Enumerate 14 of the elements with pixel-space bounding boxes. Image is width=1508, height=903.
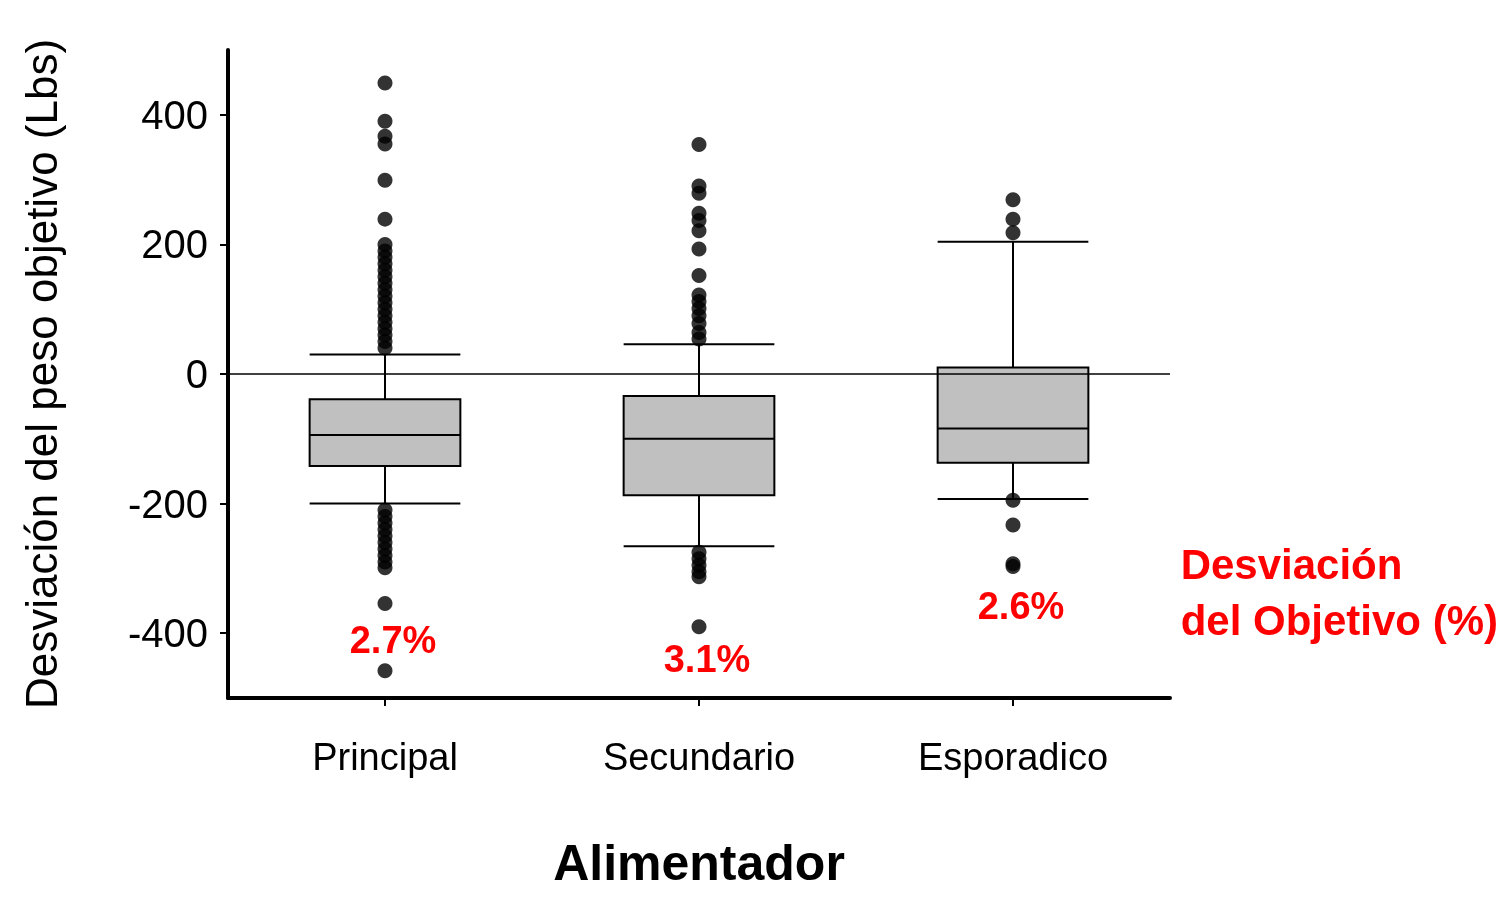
text: Desviación del Objetivo (%): [1180, 540, 1498, 644]
annotation: 3.1%: [663, 638, 751, 681]
x-axis-title: Alimentador: [553, 835, 845, 891]
annotation: 2.6%: [977, 584, 1065, 627]
x-tick-label: Principal: [312, 736, 458, 778]
y-axis-title: Desviación del peso objetivo (Lbs): [16, 38, 66, 710]
x-tick-label: Esporadico: [917, 736, 1109, 778]
y-tick-label: -400: [127, 611, 208, 656]
y-tick-label: -200: [127, 481, 208, 526]
y-tick-label: 200: [141, 222, 208, 267]
annotation: 2.7%: [349, 618, 437, 661]
y-tick-label: 400: [141, 92, 208, 137]
y-tick-label: 0: [185, 352, 208, 396]
x-tick-label: Secundario: [602, 736, 796, 778]
